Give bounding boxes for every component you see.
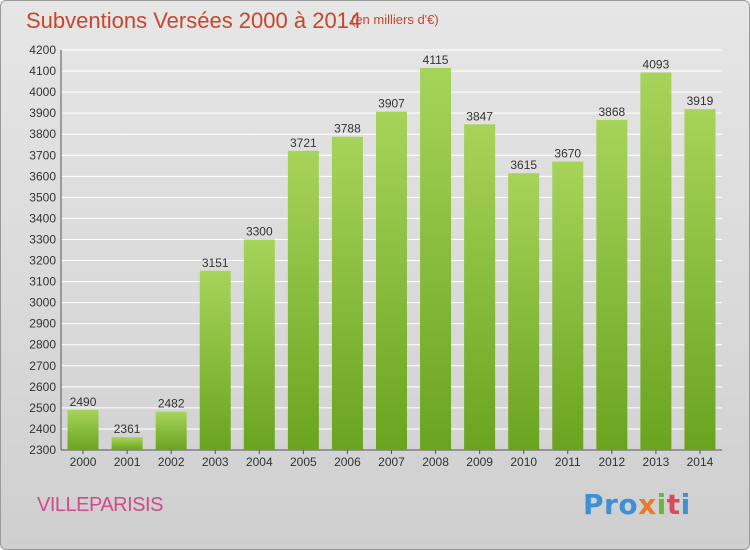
proxiti-logo: Proxiti bbox=[583, 488, 691, 521]
x-tick-labels: 2000 2001 2002 2003 2004 2005 2006 2007 2008 2009… bbox=[70, 455, 714, 469]
data-label: 3868 bbox=[598, 105, 625, 119]
y-tick-label: 4200 bbox=[29, 43, 56, 57]
data-label: 4115 bbox=[423, 53, 449, 67]
x-tick-label: 2011 bbox=[555, 455, 581, 469]
bar-2007 bbox=[376, 111, 407, 451]
y-tick-label: 2800 bbox=[29, 338, 56, 352]
bar-2005 bbox=[287, 150, 319, 450]
chart-subtitle: (en milliers d'€) bbox=[351, 12, 439, 27]
bar-2008 bbox=[420, 67, 452, 450]
location-label: VILLEPARISIS bbox=[37, 494, 163, 516]
x-tick-label: 2014 bbox=[687, 455, 714, 469]
y-tick-label: 2500 bbox=[29, 401, 56, 415]
x-tick-label: 2010 bbox=[510, 455, 537, 469]
logo-part: i bbox=[656, 488, 667, 521]
bar-2000 bbox=[67, 410, 99, 450]
data-labels: 2490 2361 2482 3151 3300 3721 3788 3907 4115 3847… bbox=[70, 53, 714, 436]
bar-2009 bbox=[464, 124, 496, 450]
data-label: 2361 bbox=[114, 422, 141, 436]
x-tick-label: 2001 bbox=[114, 455, 141, 469]
logo-part: t bbox=[666, 488, 681, 521]
x-tick-label: 2006 bbox=[334, 455, 361, 469]
y-tick-label: 3400 bbox=[29, 211, 56, 225]
y-tick-label: 3800 bbox=[29, 127, 56, 141]
data-label: 2482 bbox=[158, 397, 185, 411]
x-tick-label: 2003 bbox=[202, 455, 229, 469]
x-tick-label: 2000 bbox=[70, 455, 97, 469]
data-label: 3788 bbox=[334, 122, 361, 136]
y-tick-label: 2900 bbox=[29, 317, 56, 331]
y-tick-label: 3100 bbox=[29, 275, 56, 289]
y-tick-label: 2400 bbox=[29, 422, 56, 436]
y-tick-label: 2600 bbox=[29, 380, 56, 394]
data-label: 3919 bbox=[687, 94, 714, 108]
data-label: 3847 bbox=[466, 109, 493, 123]
logo-part: i bbox=[680, 488, 691, 521]
data-label: 3670 bbox=[554, 147, 581, 161]
x-tick-label: 2013 bbox=[643, 455, 670, 469]
bar-2010 bbox=[508, 173, 540, 450]
bar-2014 bbox=[684, 109, 716, 450]
y-tick-label: 4000 bbox=[29, 85, 56, 99]
x-tick-label: 2012 bbox=[598, 455, 625, 469]
y-tick-label: 4100 bbox=[29, 64, 56, 78]
x-tick-label: 2009 bbox=[466, 455, 493, 469]
y-tick-label: 3000 bbox=[29, 296, 56, 310]
data-label: 3615 bbox=[510, 158, 537, 172]
bar-2012 bbox=[596, 119, 628, 450]
y-tick-label: 2300 bbox=[29, 443, 56, 457]
data-label: 2490 bbox=[70, 395, 97, 409]
y-tick-labels: 2300 2400 2500 2600 2700 2800 2900 3000 3100 3200… bbox=[29, 43, 56, 457]
y-tick-label: 2700 bbox=[29, 359, 56, 373]
bar-2013 bbox=[640, 72, 672, 451]
logo-part: x bbox=[638, 488, 657, 521]
data-label: 3300 bbox=[246, 224, 273, 238]
bar-2011 bbox=[552, 161, 584, 450]
x-tick-label: 2007 bbox=[378, 455, 405, 469]
y-tick-label: 3700 bbox=[29, 148, 56, 162]
data-label: 3721 bbox=[290, 136, 317, 150]
bar-2001 bbox=[111, 437, 143, 450]
data-label: 4093 bbox=[643, 58, 670, 72]
logo-part: Pro bbox=[583, 488, 639, 521]
bar-2004 bbox=[243, 239, 275, 450]
y-tick-label: 3900 bbox=[29, 106, 56, 120]
bar-2003 bbox=[199, 270, 231, 450]
chart-title: Subventions Versées 2000 à 2014 bbox=[26, 8, 362, 33]
data-label: 3907 bbox=[378, 97, 405, 111]
data-label: 3151 bbox=[202, 256, 229, 270]
y-tick-label: 3200 bbox=[29, 254, 56, 268]
x-tick-label: 2004 bbox=[246, 455, 273, 469]
x-tick-label: 2002 bbox=[158, 455, 185, 469]
y-tick-label: 3600 bbox=[29, 169, 56, 183]
bars bbox=[67, 67, 716, 451]
x-tick-label: 2005 bbox=[290, 455, 317, 469]
y-tick-label: 3300 bbox=[29, 232, 56, 246]
bar-2006 bbox=[331, 136, 363, 450]
y-tick-label: 3500 bbox=[29, 190, 56, 204]
x-tick-label: 2008 bbox=[422, 455, 449, 469]
bar-2002 bbox=[155, 411, 187, 450]
